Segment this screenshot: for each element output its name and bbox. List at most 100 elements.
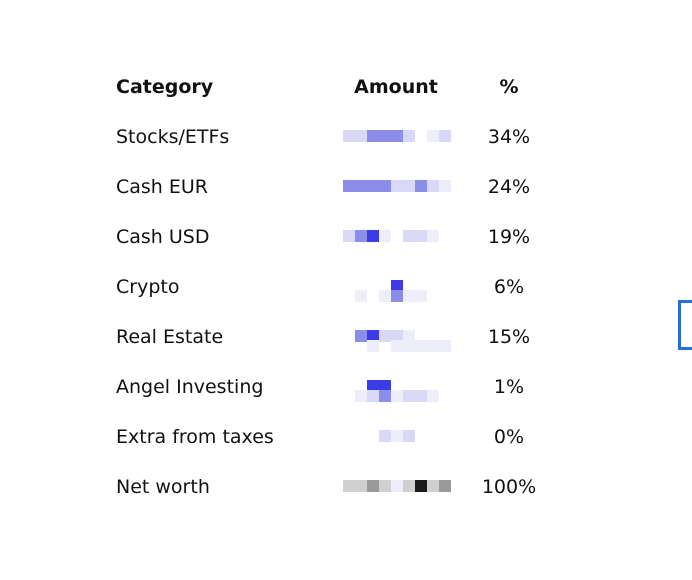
redaction-pixel [403,390,415,402]
amount-redacted [343,126,451,148]
redaction-pixel [403,130,415,142]
table-row-cash-eur: Cash EUR 24% [0,172,692,202]
redaction-pixel [367,480,379,492]
row-percent: 15% [487,326,531,348]
redaction-pixel [355,290,367,302]
redaction-pixel [391,330,403,342]
redaction-pixel [439,340,451,352]
row-category: Angel Investing [116,376,264,398]
redaction-pixel [439,480,451,492]
row-category: Net worth [116,476,210,498]
redaction-pixel [379,380,391,392]
redaction-pixel [379,230,391,242]
redaction-pixel [379,180,391,192]
row-percent: 100% [481,476,537,498]
redaction-pixel [427,340,439,352]
redaction-pixel [367,330,379,342]
redaction-pixel [427,390,439,402]
row-category: Extra from taxes [116,426,274,448]
row-percent: 6% [493,276,525,298]
redaction-pixel [391,430,403,442]
redaction-pixel [403,180,415,192]
redaction-pixel [403,330,415,342]
amount-redacted [343,176,451,198]
table-header-row: Category Amount % [0,72,692,102]
header-percent: % [499,76,519,98]
table-row-real-estate: Real Estate 15% [0,322,692,352]
redaction-pixel [379,390,391,402]
redaction-pixel [415,480,427,492]
selection-edge-marker [678,300,692,350]
redaction-pixel [355,390,367,402]
row-category: Crypto [116,276,180,298]
redaction-pixel [355,180,367,192]
table-row-net-worth: Net worth 100% [0,472,692,502]
redaction-pixel [415,230,427,242]
header-category: Category [116,76,214,98]
row-percent: 1% [493,376,525,398]
amount-redacted [343,326,451,352]
amount-redacted [343,376,451,402]
amount-redacted [343,426,451,448]
row-category: Cash EUR [116,176,209,198]
row-category: Cash USD [116,226,210,248]
table-row-crypto: Crypto 6% [0,272,692,302]
redaction-pixel [403,290,415,302]
row-percent: 24% [487,176,531,198]
header-amount: Amount [354,76,438,98]
redaction-pixel [367,130,379,142]
redaction-pixel [379,330,391,342]
redaction-pixel [415,180,427,192]
row-category: Stocks/ETFs [116,126,230,148]
redaction-pixel [391,280,403,292]
redaction-pixel [391,130,403,142]
redaction-pixel [355,330,367,342]
amount-redacted [343,226,451,248]
redaction-pixel [403,230,415,242]
redaction-pixel [439,130,451,142]
redaction-pixel [439,180,451,192]
redaction-pixel [379,130,391,142]
redaction-pixel [391,340,403,352]
redaction-pixel [367,230,379,242]
redaction-pixel [427,480,439,492]
redaction-pixel [343,130,355,142]
row-percent: 0% [493,426,525,448]
redaction-pixel [379,430,391,442]
row-percent: 34% [487,126,531,148]
redaction-pixel [391,480,403,492]
redaction-pixel [367,380,379,392]
redaction-pixel [415,290,427,302]
redaction-pixel [403,430,415,442]
redaction-pixel [355,130,367,142]
redaction-pixel [379,480,391,492]
redaction-pixel [355,480,367,492]
redaction-pixel [343,230,355,242]
redaction-pixel [427,130,439,142]
redaction-pixel [379,290,391,302]
redaction-pixel [343,480,355,492]
redaction-pixel [427,180,439,192]
redaction-pixel [391,390,403,402]
table-row-cash-usd: Cash USD 19% [0,222,692,252]
redaction-pixel [391,180,403,192]
redaction-pixel [415,390,427,402]
table-row-extra-from-taxes: Extra from taxes 0% [0,422,692,452]
redaction-pixel [403,480,415,492]
redaction-pixel [355,230,367,242]
redaction-pixel [391,290,403,302]
redaction-pixel [343,180,355,192]
amount-redacted [343,476,451,498]
table-row-angel-investing: Angel Investing 1% [0,372,692,402]
redaction-pixel [367,390,379,402]
redaction-pixel [367,180,379,192]
redaction-pixel [427,230,439,242]
redaction-pixel [367,340,379,352]
redaction-pixel [415,340,427,352]
row-category: Real Estate [116,326,224,348]
table-row-stocks-etfs: Stocks/ETFs 34% [0,122,692,152]
redaction-pixel [403,340,415,352]
row-percent: 19% [487,226,531,248]
amount-redacted [343,276,451,302]
